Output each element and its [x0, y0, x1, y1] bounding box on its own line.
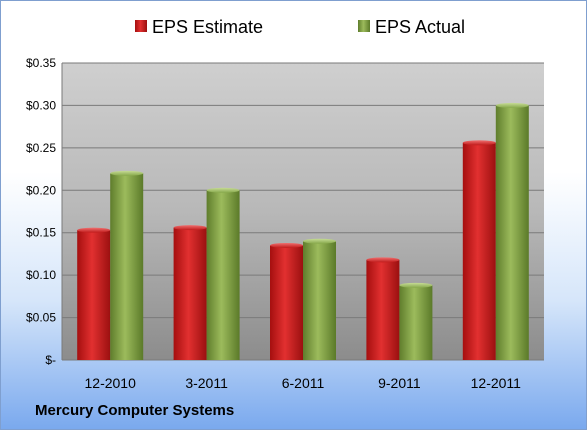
- actual-bar: [110, 170, 144, 360]
- estimate-bar-body: [77, 230, 111, 360]
- actual-bar-cap: [399, 282, 433, 288]
- actual-bar-body: [399, 285, 433, 360]
- legend-swatch: [135, 20, 147, 32]
- y-tick-label: $0.25: [26, 141, 56, 155]
- actual-bar-body: [303, 241, 336, 360]
- estimate-bar: [462, 140, 496, 360]
- y-tick-label: $0.20: [26, 183, 56, 197]
- estimate-bar-cap: [462, 140, 496, 146]
- actual-bar-body: [110, 173, 144, 360]
- estimate-bar-cap: [173, 225, 207, 231]
- x-category-label: 3-2011: [185, 375, 228, 391]
- estimate-bar-body: [462, 142, 496, 360]
- legend: EPS Estimate EPS Actual: [135, 17, 465, 37]
- actual-bar-cap: [303, 238, 336, 244]
- legend-label: EPS Estimate: [152, 17, 263, 37]
- x-category-label: 9-2011: [378, 375, 421, 391]
- legend-item: EPS Estimate: [135, 17, 263, 37]
- estimate-bar-cap: [77, 227, 111, 233]
- legend-label: EPS Actual: [375, 17, 465, 37]
- y-tick-label: $0.35: [26, 56, 56, 70]
- x-category-label: 12-2011: [471, 375, 522, 391]
- x-axis: 12-2010 3-2011 6-2011 9-2011 12-2011: [85, 375, 522, 391]
- y-tick-label: $0.30: [26, 98, 56, 112]
- company-name: Mercury Computer Systems: [35, 402, 235, 419]
- estimate-bar: [366, 257, 400, 360]
- estimate-bar: [173, 225, 207, 360]
- actual-bar: [399, 282, 433, 360]
- actual-bar: [303, 238, 336, 360]
- y-tick-label: $-: [45, 353, 56, 367]
- actual-bar-cap: [206, 187, 240, 193]
- actual-bar-body: [495, 105, 529, 360]
- legend-item: EPS Actual: [358, 17, 465, 37]
- estimate-bar-body: [366, 259, 400, 360]
- actual-bar-cap: [110, 170, 144, 176]
- y-axis: $- $0.05 $0.10 $0.15 $0.20 $0.25 $0.30 $0.35: [26, 56, 63, 367]
- estimate-bar: [77, 227, 111, 360]
- estimate-bar-body: [173, 227, 207, 360]
- actual-bar: [495, 102, 529, 360]
- bars: [77, 102, 529, 360]
- legend-swatch: [358, 20, 370, 32]
- y-tick-label: $0.10: [26, 268, 56, 282]
- estimate-bar-body: [270, 245, 303, 360]
- y-tick-label: $0.15: [26, 226, 56, 240]
- actual-bar: [206, 187, 240, 360]
- actual-bar-cap: [495, 102, 529, 108]
- y-tick-label: $0.05: [26, 311, 56, 325]
- estimate-bar-cap: [366, 257, 400, 263]
- actual-bar-body: [206, 190, 240, 360]
- estimate-bar: [270, 242, 303, 360]
- x-category-label: 6-2011: [282, 375, 325, 391]
- x-category-label: 12-2010: [85, 375, 137, 391]
- estimate-bar-cap: [270, 242, 303, 248]
